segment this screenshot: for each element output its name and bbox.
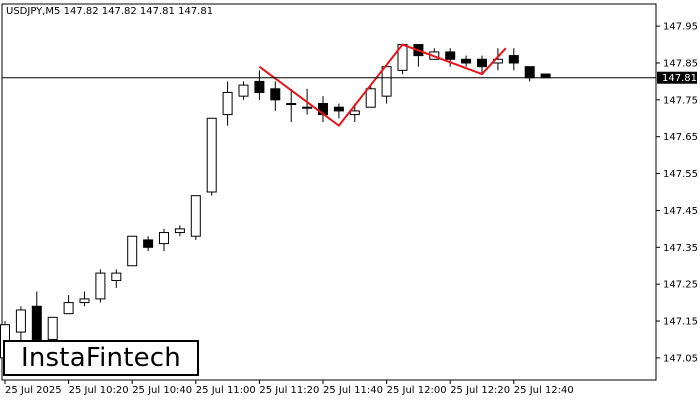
- x-tick-label: 25 Jul 12:00: [387, 385, 447, 396]
- candle: [143, 236, 154, 251]
- x-tick-label: 25 Jul 11:00: [196, 385, 256, 396]
- candle-body: [270, 88, 281, 101]
- candle: [540, 73, 551, 79]
- candle-body: [365, 88, 376, 108]
- x-tick-label: 25 Jul 12:40: [514, 385, 574, 396]
- candle: [461, 55, 472, 67]
- candle-body: [95, 272, 106, 300]
- candle: [270, 81, 281, 111]
- candle: [174, 225, 185, 237]
- plot-frame: [1, 3, 657, 381]
- y-tick-label: 147.75: [663, 95, 698, 106]
- candle: [381, 66, 392, 104]
- candle-body: [159, 232, 169, 245]
- candle-body: [254, 80, 265, 93]
- candle-body: [174, 228, 185, 234]
- candle: [63, 295, 74, 315]
- y-tick-label: 147.85: [663, 58, 698, 69]
- x-tick-label: 25 Jul 11:20: [259, 385, 319, 396]
- candle-body: [333, 106, 344, 112]
- candle-body: [524, 66, 535, 79]
- x-tick-label: 25 Jul 10:40: [132, 385, 192, 396]
- candle-body: [63, 302, 74, 315]
- candle-body: [238, 84, 249, 97]
- candle: [333, 103, 344, 119]
- candle: [222, 81, 233, 126]
- current-price-label: 147.81: [662, 73, 697, 84]
- candle: [95, 269, 106, 303]
- candle-body: [47, 316, 58, 340]
- y-tick-label: 147.05: [663, 353, 698, 364]
- candle: [31, 291, 42, 347]
- y-tick-label: 147.55: [663, 169, 698, 180]
- candle-body: [381, 66, 392, 97]
- candle-body: [31, 305, 42, 340]
- candle: [365, 85, 376, 108]
- candle-body: [477, 58, 487, 68]
- candle-body: [206, 117, 217, 193]
- candle: [238, 81, 249, 100]
- candle-body: [540, 73, 551, 79]
- y-tick-label: 147.35: [663, 243, 698, 254]
- pattern-line: [258, 43, 507, 128]
- x-tick-label: 25 Jul 11:40: [323, 385, 383, 396]
- x-tick-label: 25 Jul 12:20: [450, 385, 510, 396]
- candle-body: [349, 110, 360, 116]
- plot-area: [0, 3, 657, 381]
- brand-logo-box: InstaFintech: [3, 340, 199, 376]
- current-price-label-bg: [657, 71, 697, 84]
- candle-body: [302, 106, 313, 109]
- candle-body: [143, 239, 154, 248]
- y-tick-label: 147.15: [663, 317, 698, 328]
- y-tick-label: 147.45: [663, 206, 698, 217]
- y-tick-label: 147.65: [663, 132, 698, 143]
- y-tick-label: 147.25: [663, 280, 698, 291]
- candle: [445, 48, 456, 67]
- candle-body: [127, 235, 138, 267]
- x-tick-label: 25 Jul 10:20: [69, 385, 129, 396]
- candle: [15, 306, 26, 344]
- candle: [206, 117, 217, 196]
- candle-body: [15, 309, 26, 333]
- candle: [79, 291, 90, 307]
- candle-body: [461, 58, 472, 64]
- candle-body: [79, 298, 90, 304]
- candle: [111, 269, 122, 288]
- candle-body: [222, 91, 233, 116]
- candle-body: [111, 272, 122, 281]
- candle: [477, 55, 487, 75]
- candle: [127, 235, 138, 267]
- candle: [159, 228, 169, 251]
- candle-body: [286, 103, 297, 106]
- chart-title: USDJPY,M5 147.82 147.82 147.81 147.81: [6, 6, 213, 17]
- candle-body: [508, 55, 519, 64]
- candle: [508, 48, 519, 71]
- y-tick-label: 147.95: [663, 22, 698, 33]
- candle: [254, 70, 265, 100]
- candle: [190, 195, 201, 240]
- brand-logo: InstaFintech: [21, 343, 181, 373]
- candle: [286, 88, 297, 122]
- candle-body: [445, 51, 456, 60]
- x-tick-label: 25 Jul 2025: [5, 385, 62, 396]
- candle-body: [190, 195, 201, 237]
